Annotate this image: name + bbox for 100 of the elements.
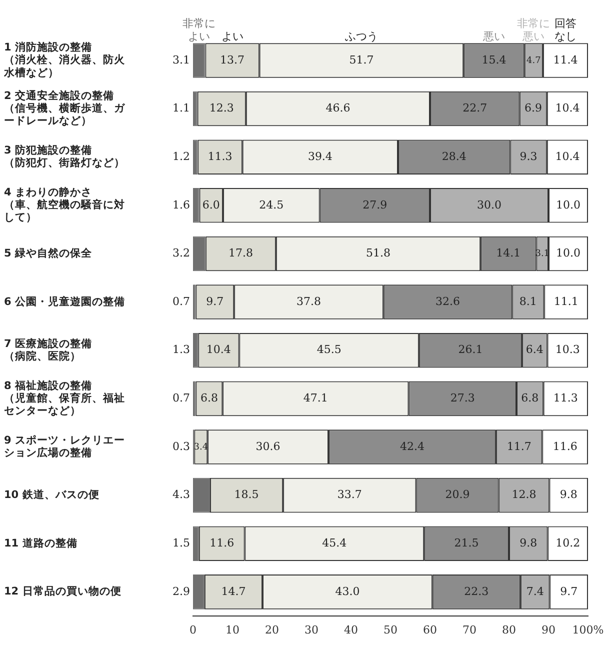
data-label: 13.7: [220, 53, 245, 66]
data-label: 18.5: [234, 488, 259, 502]
series-label: 回答なし: [554, 17, 576, 44]
bar: [193, 43, 206, 78]
data-label: 10.0: [556, 246, 580, 260]
data-label: 39.4: [308, 150, 332, 163]
data-label: 12.8: [512, 488, 536, 502]
y-tick-label: 11 道路の整備: [4, 536, 78, 550]
x-tick-label: 10: [226, 624, 240, 637]
bar: [193, 526, 199, 562]
x-tick-label: 100%: [572, 624, 604, 637]
data-label: 0.3: [172, 440, 190, 453]
series-label: 非常によい: [182, 17, 216, 44]
data-label: 11.1: [554, 294, 578, 308]
data-label: 10.4: [555, 150, 580, 163]
data-label: 22.7: [462, 102, 488, 115]
bar: [193, 332, 198, 368]
data-label: 10.0: [556, 198, 580, 212]
data-label: 24.5: [259, 198, 284, 212]
data-label: 6.8: [200, 392, 218, 405]
data-label: 1.2: [172, 150, 190, 163]
data-label: 2.9: [172, 584, 190, 598]
data-label: 21.5: [454, 536, 479, 550]
y-tick-label: 7 医療施設の整備（病院、医院）: [4, 336, 92, 362]
data-label: 1.6: [172, 198, 190, 212]
x-tick-label: 0: [190, 624, 196, 637]
series-label: 悪い: [482, 30, 505, 44]
data-label: 1.3: [172, 343, 190, 356]
data-label: 26.1: [458, 343, 483, 356]
data-label: 10.2: [556, 536, 580, 550]
data-label: 15.4: [482, 53, 506, 66]
x-tick-label: 70: [462, 624, 476, 637]
data-label: 11.4: [553, 53, 578, 66]
series-label: よい: [221, 30, 244, 44]
x-tick-label: 60: [423, 624, 437, 637]
data-label: 11.6: [552, 440, 578, 453]
data-label: 45.5: [316, 343, 342, 356]
y-tick-label: 4 まわりの静かさ（車、航空機の騒音に対して）: [4, 186, 125, 224]
y-tick-label: 1 消防施設の整備（消火栓、消火器、防火水槽など）: [3, 40, 126, 79]
data-label: 11.6: [210, 536, 234, 550]
y-tick-label: 12 日常品の買い物の便: [4, 584, 122, 598]
data-label: 47.1: [303, 392, 328, 405]
data-label: 42.4: [400, 440, 424, 453]
data-label: 11.7: [506, 440, 532, 453]
data-label: 10.4: [555, 102, 580, 115]
bar: [193, 236, 206, 272]
data-label: 27.9: [362, 198, 388, 212]
data-label: 6.4: [526, 343, 544, 356]
y-tick-label: 10 鉄道、バスの便: [4, 488, 100, 502]
data-label: 9.7: [560, 584, 578, 598]
y-tick-label: 5 緑や自然の保全: [4, 246, 93, 260]
bar: [193, 140, 198, 174]
data-label: 1.5: [172, 536, 190, 550]
data-label: 10.3: [555, 343, 580, 356]
y-tick-label: 3 防犯施設の整備（防犯灯、街路灯など）: [4, 144, 125, 170]
x-tick-label: 30: [304, 624, 318, 637]
data-label: 3.1: [172, 53, 190, 66]
data-label: 0.7: [172, 294, 190, 308]
x-tick-label: 80: [502, 624, 516, 637]
bar: [193, 574, 204, 610]
data-label: 3.2: [172, 246, 190, 260]
data-label: 14.7: [221, 584, 246, 598]
data-label: 0.7: [172, 392, 190, 405]
data-label: 17.8: [228, 246, 254, 260]
data-label: 27.3: [450, 392, 475, 405]
data-label: 4.3: [172, 488, 190, 502]
data-label: 10.4: [206, 343, 231, 356]
series-label: ふつう: [344, 30, 378, 44]
data-label: 37.8: [296, 294, 321, 308]
data-label: 11.3: [553, 392, 578, 405]
data-label: 20.9: [445, 488, 470, 502]
data-label: 14.1: [496, 246, 521, 260]
bar: [193, 91, 198, 126]
data-label: 4.7: [526, 56, 542, 66]
series-label: 非常に悪い: [517, 17, 550, 44]
data-label: 30.0: [477, 198, 502, 212]
data-label: 9.8: [560, 488, 578, 502]
y-tick-label: 8 福祉施設の整備（児童館、保育所、福祉センターなど）: [4, 378, 125, 418]
y-tick-label: 6 公園・児童遊園の整備: [4, 294, 125, 308]
x-tick-label: 40: [344, 624, 358, 637]
data-label: 43.0: [335, 584, 360, 598]
x-tick-label: 50: [384, 624, 398, 637]
data-label: 32.6: [436, 294, 460, 308]
data-label: 51.7: [349, 53, 374, 66]
x-tick-label: 20: [265, 624, 279, 637]
data-label: 6.0: [202, 198, 220, 212]
y-tick-label: 2 交通安全施設の整備（信号機、横断歩道、ガードレールなど）: [4, 88, 126, 128]
data-label: 7.4: [526, 584, 544, 598]
data-label: 46.6: [326, 102, 350, 115]
data-label: 51.8: [366, 246, 391, 260]
bar: [193, 188, 200, 223]
data-label: 12.3: [209, 102, 234, 115]
data-label: 28.4: [442, 150, 466, 163]
data-label: 30.6: [256, 440, 280, 453]
data-label: 1.1: [172, 102, 190, 115]
data-label: 9.8: [520, 536, 538, 550]
data-label: 6.9: [524, 102, 542, 115]
data-label: 11.3: [208, 150, 232, 163]
data-label: 33.7: [337, 488, 362, 502]
y-tick-label: 9 スポーツ・レクリエーション広場の整備: [4, 434, 125, 460]
